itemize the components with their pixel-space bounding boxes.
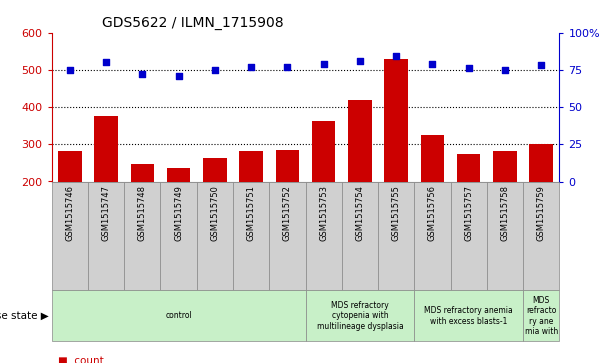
- Bar: [233, 182, 269, 290]
- Point: [464, 65, 474, 71]
- Point: [101, 60, 111, 65]
- Point: [174, 73, 184, 79]
- Bar: [378, 182, 414, 290]
- Bar: [384, 59, 408, 182]
- Text: GSM1515754: GSM1515754: [356, 185, 364, 241]
- Bar: [421, 135, 444, 182]
- Point: [355, 58, 365, 64]
- Bar: [305, 290, 414, 341]
- Point: [246, 64, 256, 70]
- Text: GSM1515748: GSM1515748: [138, 185, 147, 241]
- Text: GSM1515759: GSM1515759: [537, 185, 546, 241]
- Bar: [414, 182, 451, 290]
- Bar: [523, 182, 559, 290]
- Point: [65, 67, 75, 73]
- Point: [137, 72, 147, 77]
- Bar: [414, 290, 523, 341]
- Text: MDS
refracto
ry ane
mia with: MDS refracto ry ane mia with: [525, 296, 558, 336]
- Text: GSM1515758: GSM1515758: [500, 185, 510, 241]
- Point: [319, 61, 328, 67]
- Text: ■  count: ■ count: [58, 356, 103, 363]
- Bar: [203, 158, 227, 182]
- Bar: [52, 182, 88, 290]
- Bar: [94, 117, 118, 182]
- Bar: [342, 182, 378, 290]
- Bar: [348, 101, 371, 182]
- Bar: [131, 164, 154, 182]
- Text: GSM1515747: GSM1515747: [102, 185, 111, 241]
- Bar: [167, 168, 190, 182]
- Point: [210, 67, 219, 73]
- Bar: [530, 143, 553, 182]
- Text: control: control: [165, 311, 192, 320]
- Text: disease state ▶: disease state ▶: [0, 311, 49, 321]
- Text: GSM1515751: GSM1515751: [247, 185, 255, 241]
- Bar: [457, 154, 480, 182]
- Text: GSM1515749: GSM1515749: [174, 185, 183, 241]
- Bar: [197, 182, 233, 290]
- Text: GSM1515752: GSM1515752: [283, 185, 292, 241]
- Bar: [240, 151, 263, 182]
- Point: [392, 54, 401, 60]
- Point: [283, 64, 292, 70]
- Bar: [58, 151, 81, 182]
- Bar: [487, 182, 523, 290]
- Text: GSM1515746: GSM1515746: [65, 185, 74, 241]
- Bar: [161, 182, 197, 290]
- Bar: [269, 182, 305, 290]
- Bar: [312, 121, 336, 182]
- Bar: [523, 290, 559, 341]
- Point: [536, 62, 546, 68]
- Point: [427, 61, 437, 67]
- Text: MDS refractory
cytopenia with
multilineage dysplasia: MDS refractory cytopenia with multilinea…: [317, 301, 403, 331]
- Text: GSM1515756: GSM1515756: [428, 185, 437, 241]
- Bar: [52, 290, 305, 341]
- Bar: [88, 182, 124, 290]
- Text: GSM1515757: GSM1515757: [464, 185, 473, 241]
- Bar: [451, 182, 487, 290]
- Text: GSM1515753: GSM1515753: [319, 185, 328, 241]
- Point: [500, 67, 510, 73]
- Bar: [493, 151, 517, 182]
- Bar: [305, 182, 342, 290]
- Text: GSM1515750: GSM1515750: [210, 185, 219, 241]
- Bar: [275, 150, 299, 182]
- Text: MDS refractory anemia
with excess blasts-1: MDS refractory anemia with excess blasts…: [424, 306, 513, 326]
- Text: GSM1515755: GSM1515755: [392, 185, 401, 241]
- Bar: [124, 182, 161, 290]
- Text: GDS5622 / ILMN_1715908: GDS5622 / ILMN_1715908: [102, 16, 284, 30]
